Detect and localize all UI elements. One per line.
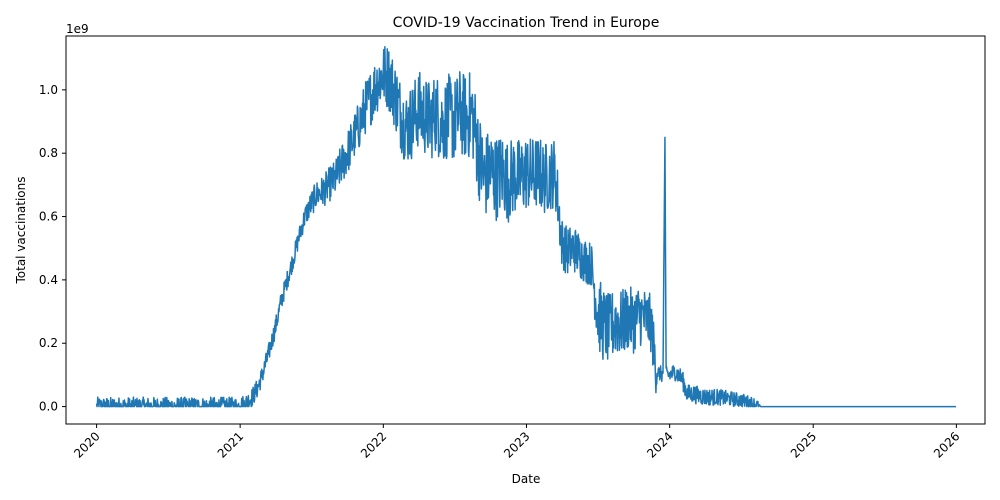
y-tick-label: 0.8 [39, 146, 58, 160]
y-axis: 0.0 0.2 0.4 0.6 0.8 1.0 [39, 83, 66, 414]
x-tick-label: 2022 [358, 429, 389, 460]
x-tick-label: 2026 [931, 429, 962, 460]
series-line [95, 46, 957, 408]
y-tick-label: 0.0 [39, 400, 58, 414]
x-tick-label: 2021 [215, 429, 246, 460]
x-tick-label: 2025 [788, 429, 819, 460]
plot-frame [65, 35, 986, 425]
chart-title: COVID-19 Vaccination Trend in Europe [393, 15, 660, 31]
y-tick-label: 0.6 [39, 210, 58, 224]
y-tick-label: 0.2 [39, 336, 58, 350]
y-axis-label: Total vaccinations [14, 176, 28, 284]
x-axis-label: Date [512, 472, 541, 486]
y-tick-label: 0.4 [39, 273, 58, 287]
x-tick-label: 2024 [644, 429, 675, 460]
plot-area [95, 46, 957, 408]
x-tick-label: 2023 [501, 429, 532, 460]
y-axis-offset-label: 1e9 [66, 22, 89, 36]
x-axis: 2020 2021 2022 2023 2024 2025 2026 [71, 424, 962, 461]
y-tick-label: 1.0 [39, 83, 58, 97]
x-tick-label: 2020 [71, 429, 102, 460]
